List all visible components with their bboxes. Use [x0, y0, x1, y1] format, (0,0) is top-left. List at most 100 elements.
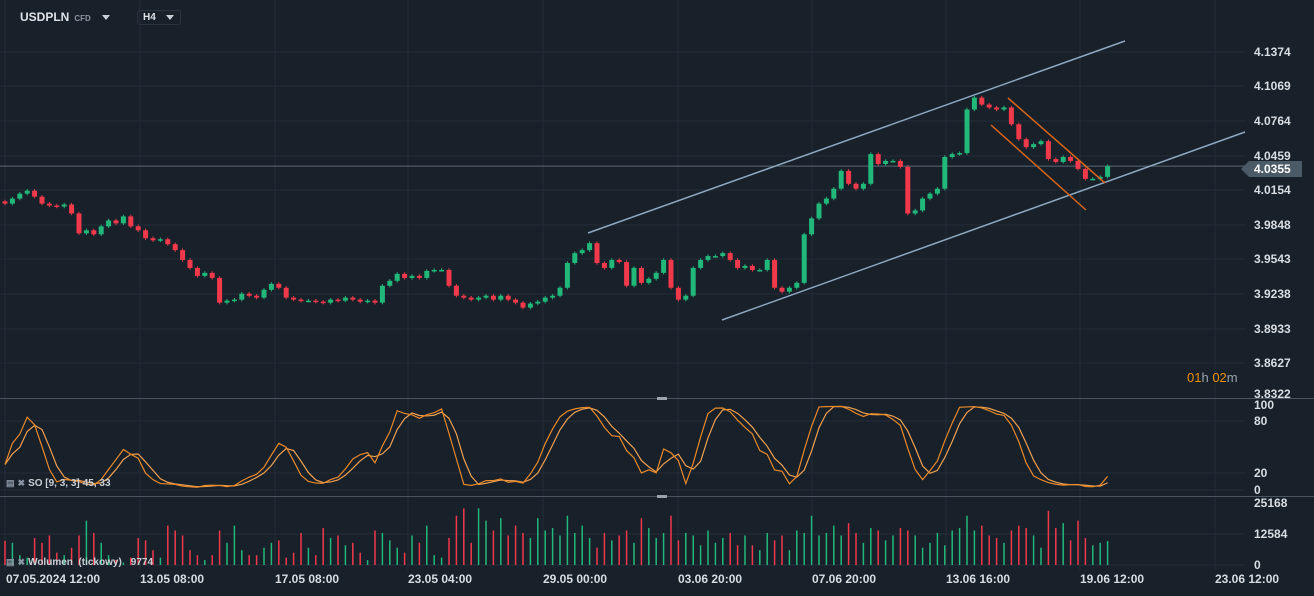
candle-body — [550, 295, 556, 298]
candle-body — [838, 170, 844, 189]
candle-body — [890, 160, 896, 163]
candle-body — [971, 97, 977, 110]
candle-body — [283, 287, 289, 298]
candle-body — [157, 239, 163, 241]
candle-body — [476, 297, 482, 300]
price-tick: 3.9238 — [1254, 287, 1291, 301]
candle-body — [9, 198, 15, 204]
candle-body — [1075, 160, 1081, 169]
price-tick: 3.8933 — [1254, 322, 1291, 336]
candle-body — [638, 267, 644, 283]
candle-body — [942, 156, 948, 189]
candle-body — [128, 216, 134, 227]
candle-body — [261, 289, 267, 298]
candle-body — [54, 205, 60, 208]
candle-countdown: 01h 02m — [1187, 370, 1238, 385]
candle-body — [979, 97, 985, 105]
candle-body — [535, 301, 541, 304]
stochastic-legend: ▤ ✖ SO [9, 3, 3] 45, 33 — [6, 478, 111, 489]
candle-body — [624, 261, 630, 286]
time-tick: 19.06 12:00 — [1080, 572, 1145, 586]
candle-body — [809, 218, 815, 235]
symbol-name: USDPLN — [20, 10, 70, 24]
candle-body — [875, 154, 881, 164]
candle-body — [357, 299, 363, 302]
current-price-label: 4.0355 — [1241, 161, 1302, 177]
candle-body — [24, 190, 30, 194]
time-tick: 03.06 20:00 — [678, 572, 743, 586]
candle-body — [831, 188, 837, 199]
instrument-type: CFD — [74, 14, 91, 23]
time-tick: 13.05 08:00 — [140, 572, 205, 586]
candle-body — [957, 153, 963, 155]
candle-body — [76, 213, 82, 234]
candle-body — [2, 201, 8, 204]
candle-body — [61, 204, 67, 207]
candle-body — [498, 295, 504, 300]
candle-body — [616, 259, 622, 262]
close-icon[interactable]: ✖ — [17, 557, 26, 567]
price-tick: 3.9543 — [1254, 252, 1291, 266]
candle-body — [1016, 124, 1022, 140]
candle-body — [735, 259, 741, 268]
candle-body — [268, 283, 274, 290]
settings-icon[interactable]: ▤ — [6, 478, 15, 488]
chevron-down-icon — [166, 15, 174, 20]
candle-body — [372, 300, 378, 303]
symbol-selector[interactable]: USDPLN CFD — [20, 10, 110, 24]
candle-body — [1045, 141, 1051, 160]
candle-body — [69, 204, 75, 214]
candle-body — [165, 239, 171, 245]
time-tick: 23.05 04:00 — [408, 572, 473, 586]
candle-body — [505, 295, 511, 300]
candle-body — [416, 275, 422, 278]
candle-body — [490, 295, 496, 300]
candle-body — [1068, 156, 1074, 161]
close-icon[interactable]: ✖ — [17, 478, 26, 488]
price-tick: 4.0459 — [1254, 149, 1291, 163]
candle-body — [394, 273, 400, 281]
stochastic-d-line — [4, 405, 1108, 488]
time-tick: 13.06 16:00 — [946, 572, 1011, 586]
pane-resize-handle — [657, 495, 667, 498]
candle-body — [609, 259, 615, 268]
price-tick: 4.1374 — [1254, 45, 1291, 59]
volume-value: 9774 — [130, 557, 154, 568]
time-tick: 23.06 12:00 — [1215, 572, 1280, 586]
volume-tick: 25168 — [1254, 496, 1288, 510]
candle-body — [675, 287, 681, 300]
candle-body — [231, 299, 237, 302]
trendline-channel-upper — [587, 40, 1126, 234]
candle-body — [461, 295, 467, 298]
candle-body — [1031, 144, 1037, 148]
countdown-hours: 01 — [1187, 370, 1202, 385]
candle-body — [705, 256, 711, 260]
candle-body — [46, 203, 52, 206]
candle-body — [83, 230, 89, 234]
candle-body — [113, 220, 119, 224]
candle-body — [698, 259, 704, 268]
candle-body — [742, 265, 748, 268]
candle-body — [446, 269, 452, 286]
candle-body — [135, 226, 141, 231]
candle-body — [653, 272, 659, 279]
price-tick: 3.8627 — [1254, 356, 1291, 370]
stochastic-values: 45, 33 — [82, 478, 111, 489]
candle-body — [431, 269, 437, 272]
timeframe-value: H4 — [143, 12, 156, 23]
timeframe-selector[interactable]: H4 — [137, 10, 181, 25]
price-tick: 3.8322 — [1254, 387, 1291, 401]
time-tick: 17.05 08:00 — [275, 572, 340, 586]
candle-body — [905, 166, 911, 214]
candle-body — [365, 300, 371, 303]
candle-body — [468, 297, 474, 300]
candle-body — [1008, 107, 1014, 125]
candle-body — [1060, 156, 1066, 162]
candle-body — [920, 198, 926, 211]
candle-body — [564, 263, 570, 288]
candle-body — [387, 280, 393, 286]
settings-icon[interactable]: ▤ — [6, 557, 15, 567]
candle-body — [646, 278, 652, 283]
candle-body — [816, 203, 822, 219]
